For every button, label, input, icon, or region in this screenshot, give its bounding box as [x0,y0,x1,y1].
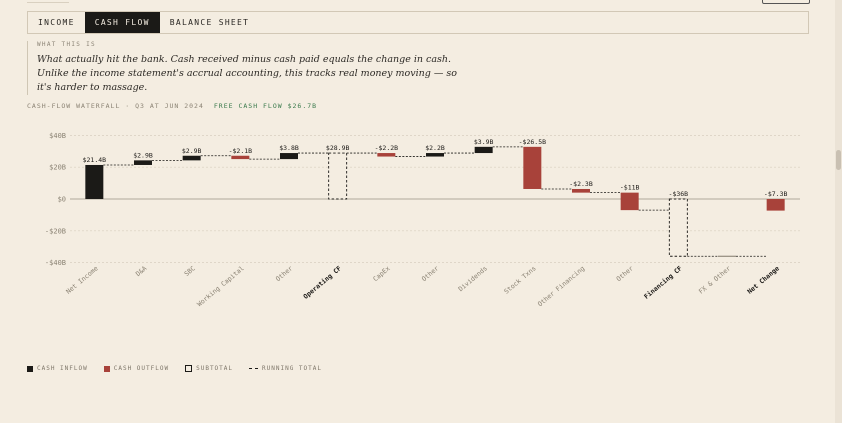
top-right-control[interactable] [762,0,810,4]
legend-label-subtotal: SUBTOTAL [196,365,234,372]
data-label: -$2.2B [375,144,399,152]
data-label: -$7.3B [764,190,788,198]
data-label: $2.9B [182,147,202,155]
data-label: -$36B [669,190,689,198]
y-tick-label: $0 [58,196,66,204]
chart-header: CASH-FLOW WATERFALL · Q3 AT JUN 2024 FREE… [27,102,317,110]
data-label: $28.9B [326,144,350,152]
tab-balance-sheet[interactable]: BALANCE SHEET [169,18,250,27]
chart-legend: CASH INFLOW CASH OUTFLOW SUBTOTAL RUNNIN… [27,365,322,372]
data-label: -$2.3B [569,180,593,188]
chart-title: CASH-FLOW WATERFALL · Q3 AT JUN 2024 [27,102,204,110]
cash-flow-waterfall-chart: $40B $20B $0 -$20B -$40B $21.4B $2.9B $2.9B -$2.… [45,132,800,308]
x-tick-label: Other Financing [536,264,586,308]
x-tick-label: Other [274,264,294,283]
bar [182,155,201,161]
legend-item-subtotal: SUBTOTAL [185,365,233,372]
inflow-swatch [27,365,33,372]
x-tick-label: FX & Other [697,264,732,295]
y-tick-label: -$40B [45,259,66,267]
top-divider [27,0,69,3]
bar [474,146,493,154]
bar [85,164,104,199]
bar [718,255,736,257]
subtotal-swatch [185,365,193,372]
bar-subtotal [668,198,688,257]
data-label: $2.2B [425,144,445,152]
legend-item-outflow: CASH OUTFLOW [103,365,170,372]
bar [766,199,785,211]
legend-label-inflow: CASH INFLOW [37,365,88,372]
x-tick-label: Working Capital [196,264,246,308]
scrollbar-thumb[interactable] [836,150,841,170]
x-tick-label: Other [615,264,635,283]
y-tick-label: $20B [49,164,66,172]
data-label: $21.4B [83,156,107,164]
tab-income[interactable]: INCOME [38,18,75,27]
statement-tabs: INCOME CASH FLOW BALANCE SHEET [27,11,809,34]
data-label: -$2.1B [229,147,253,155]
legend-item-inflow: CASH INFLOW [27,365,88,372]
y-tick-label: $40B [49,132,66,140]
bar [377,153,396,157]
bar [280,153,298,160]
bar [620,192,639,211]
legend-label-running-total: RUNNING TOTAL [262,365,322,372]
x-tick-label: Net Change [746,264,781,295]
x-tick-label: Dividends [457,264,489,293]
x-tick-label: Other [420,264,440,283]
outflow-swatch [103,365,110,372]
x-tick-label: Operating CF [302,264,343,300]
bar [523,146,542,189]
tab-cash-flow[interactable]: CASH FLOW [84,12,160,33]
data-label: -$11B [620,184,640,192]
data-label: -$26.5B [519,138,546,146]
x-tick-label: Net Income [64,264,99,295]
legend-item-running-total: RUNNING TOTAL [249,365,322,372]
x-tick-label: D&A [134,264,148,278]
explainer-text: What actually hit the bank. Cash receive… [37,54,458,93]
x-tick-label: SBC [183,264,197,278]
running-total-swatch [249,368,259,369]
page-scrollbar[interactable] [835,0,842,423]
explainer-note: WHAT THIS IS What actually hit the bank.… [27,41,637,95]
explainer-label: WHAT THIS IS [37,41,96,48]
x-tick-label: Stock Txns [502,264,537,295]
data-label: $3.9B [474,138,494,146]
x-tick-label: CapEx [371,264,391,283]
bar [426,153,444,157]
x-tick-label: Financing CF [642,264,683,300]
legend-label-outflow: CASH OUTFLOW [113,365,170,372]
bar [134,160,152,165]
data-label: $2.9B [133,151,153,159]
data-label: $3.8B [279,144,299,152]
y-tick-label: -$20B [45,227,66,235]
bar-subtotal [328,152,348,200]
bar [572,188,590,193]
bar [231,155,250,160]
free-cash-flow-label: FREE CASH FLOW $26.7B [213,102,318,110]
